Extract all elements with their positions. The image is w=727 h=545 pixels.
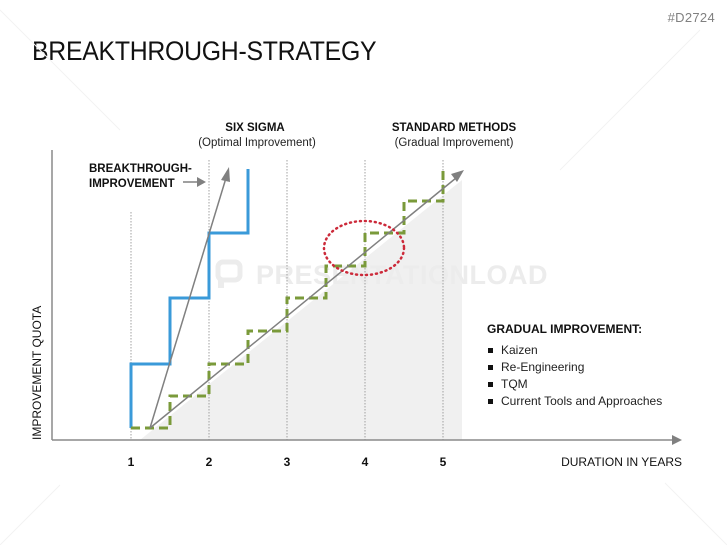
six-sigma-title: SIX SIGMA <box>225 122 284 134</box>
gradual-improvement-list: Kaizen Re-Engineering TQM Current Tools … <box>487 342 697 410</box>
six-sigma-subtitle: (Optimal Improvement) <box>198 137 316 149</box>
gradual-improvement-panel: GRADUAL IMPROVEMENT: Kaizen Re-Engineeri… <box>487 322 697 410</box>
watermark-logo-icon <box>215 259 243 288</box>
x-axis-arrowhead-icon <box>672 435 682 445</box>
gradual-step-line <box>131 168 445 430</box>
breakthrough-pointer-arrow-icon <box>183 177 206 187</box>
page-title: BREAKTHROUGH-STRATEGY <box>32 36 377 66</box>
slide-code: #D2724 <box>667 10 715 25</box>
x-tick-3: 3 <box>284 455 291 469</box>
breakthrough-trend-arrow <box>149 167 230 429</box>
x-tick-2: 2 <box>206 455 213 469</box>
breakthrough-label-line1: BREAKTHROUGH- <box>89 163 192 175</box>
gradual-improvement-title: GRADUAL IMPROVEMENT: <box>487 322 643 336</box>
list-item: Kaizen <box>487 342 697 359</box>
gradual-trend-arrow <box>149 170 464 429</box>
x-tick-4: 4 <box>362 455 369 469</box>
standard-methods-title: STANDARD METHODS <box>392 122 517 134</box>
list-item: Current Tools and Approaches <box>487 393 697 410</box>
x-tick-5: 5 <box>440 455 447 469</box>
standard-methods-subtitle: (Gradual Improvement) <box>395 137 514 149</box>
list-item: Re-Engineering <box>487 359 697 376</box>
arrowhead-icon <box>221 167 230 182</box>
x-axis-label: DURATION IN YEARS <box>561 455 682 469</box>
y-axis-label: IMPROVEMENT QUOTA <box>30 306 44 440</box>
arrowhead-icon <box>451 170 464 182</box>
x-tick-1: 1 <box>128 455 135 469</box>
list-item: TQM <box>487 376 697 393</box>
shaded-gradual-area <box>140 180 462 440</box>
background-diagonals <box>0 9 727 545</box>
breakthrough-label-line2: IMPROVEMENT <box>89 178 175 190</box>
watermark-text: PRESENTATIONLOAD <box>256 260 548 290</box>
highlight-ellipse <box>322 219 406 277</box>
